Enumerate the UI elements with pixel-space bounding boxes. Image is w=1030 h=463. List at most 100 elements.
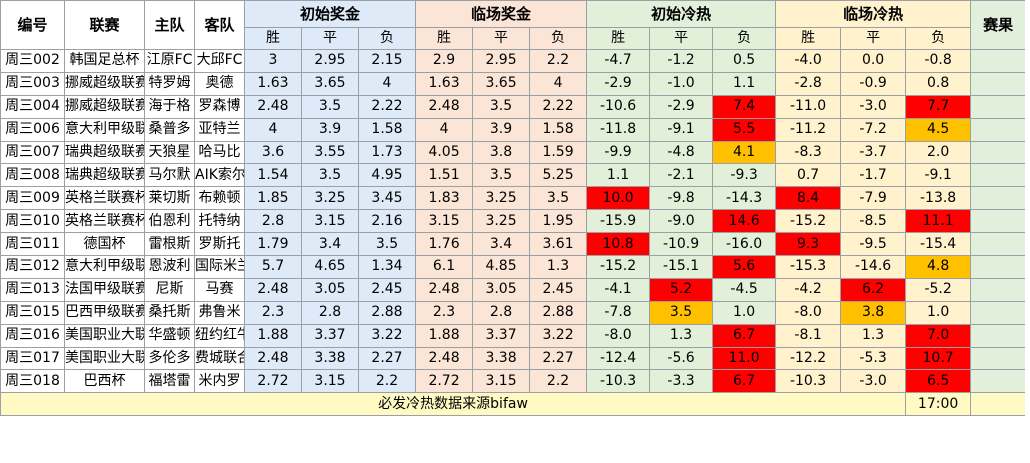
header-init-draw[interactable]: 平: [301, 27, 359, 50]
init-cold-win-cell[interactable]: -9.9: [586, 140, 651, 165]
live-cold-lose-cell[interactable]: 10.7: [905, 346, 972, 371]
live-cold-draw-cell[interactable]: 6.2: [840, 277, 907, 302]
footer-empty-cell[interactable]: [970, 392, 1027, 417]
init-cold-lose-cell[interactable]: 1.0: [712, 300, 777, 325]
live-cold-draw-cell[interactable]: -3.0: [840, 369, 907, 394]
header-live-lose[interactable]: 负: [529, 27, 588, 50]
match-id-cell[interactable]: 周三013: [0, 277, 65, 302]
match-id-cell[interactable]: 周三002: [0, 49, 65, 73]
init-prize-lose-cell[interactable]: 1.73: [357, 140, 417, 165]
live-prize-win-cell[interactable]: 1.88: [415, 323, 474, 348]
init-cold-win-cell[interactable]: -15.9: [586, 209, 651, 234]
match-id-cell[interactable]: 周三008: [0, 163, 65, 188]
header-live-win[interactable]: 胜: [415, 27, 474, 50]
init-cold-win-cell[interactable]: -10.3: [586, 369, 651, 394]
live-cold-win-cell[interactable]: -8.0: [775, 300, 842, 325]
header-home[interactable]: 主队: [144, 0, 195, 50]
init-cold-win-cell[interactable]: -15.2: [586, 255, 651, 279]
init-cold-draw-cell[interactable]: -15.1: [649, 255, 714, 279]
live-prize-lose-cell[interactable]: 3.22: [529, 323, 588, 348]
init-cold-win-cell[interactable]: 1.1: [586, 163, 651, 188]
init-prize-win-cell[interactable]: 1.63: [244, 71, 302, 96]
init-prize-draw-cell[interactable]: 2.95: [301, 49, 359, 73]
live-cold-draw-cell[interactable]: -5.3: [840, 346, 907, 371]
live-prize-draw-cell[interactable]: 3.8: [472, 140, 531, 165]
init-cold-lose-cell[interactable]: 5.6: [712, 255, 777, 279]
away-team-cell[interactable]: 纽约红牛: [194, 323, 245, 348]
live-cold-win-cell[interactable]: -15.3: [775, 255, 842, 279]
live-cold-draw-cell[interactable]: -3.0: [840, 94, 907, 119]
live-cold-draw-cell[interactable]: 3.8: [840, 300, 907, 325]
live-prize-win-cell[interactable]: 1.51: [415, 163, 474, 188]
init-prize-lose-cell[interactable]: 2.27: [357, 346, 417, 371]
live-cold-win-cell[interactable]: -12.2: [775, 346, 842, 371]
away-team-cell[interactable]: 国际米兰: [194, 255, 245, 279]
result-cell[interactable]: [970, 209, 1027, 234]
result-cell[interactable]: [970, 277, 1027, 302]
init-cold-lose-cell[interactable]: 5.5: [712, 117, 777, 142]
home-team-cell[interactable]: 恩波利: [144, 255, 195, 279]
home-team-cell[interactable]: 江原FC: [144, 49, 195, 73]
header-cold-init-win[interactable]: 胜: [586, 27, 651, 50]
live-cold-lose-cell[interactable]: 2.0: [905, 140, 972, 165]
init-cold-win-cell[interactable]: -7.8: [586, 300, 651, 325]
header-live-prize[interactable]: 临场奖金: [415, 0, 588, 28]
init-prize-win-cell[interactable]: 2.48: [244, 346, 302, 371]
init-prize-win-cell[interactable]: 5.7: [244, 255, 302, 279]
live-prize-draw-cell[interactable]: 3.4: [472, 232, 531, 257]
init-cold-win-cell[interactable]: -4.1: [586, 277, 651, 302]
init-prize-draw-cell[interactable]: 3.38: [301, 346, 359, 371]
init-prize-win-cell[interactable]: 4: [244, 117, 302, 142]
init-prize-lose-cell[interactable]: 3.5: [357, 232, 417, 257]
live-cold-draw-cell[interactable]: -7.2: [840, 117, 907, 142]
away-team-cell[interactable]: 罗森博: [194, 94, 245, 119]
live-cold-lose-cell[interactable]: -5.2: [905, 277, 972, 302]
result-cell[interactable]: [970, 232, 1027, 257]
init-cold-win-cell[interactable]: -11.8: [586, 117, 651, 142]
live-prize-draw-cell[interactable]: 3.38: [472, 346, 531, 371]
init-cold-win-cell[interactable]: 10.8: [586, 232, 651, 257]
init-cold-draw-cell[interactable]: -10.9: [649, 232, 714, 257]
match-id-cell[interactable]: 周三004: [0, 94, 65, 119]
init-cold-draw-cell[interactable]: -2.1: [649, 163, 714, 188]
match-id-cell[interactable]: 周三006: [0, 117, 65, 142]
live-prize-draw-cell[interactable]: 3.65: [472, 71, 531, 96]
header-live-cold[interactable]: 临场冷热: [775, 0, 972, 28]
init-prize-lose-cell[interactable]: 2.88: [357, 300, 417, 325]
live-cold-win-cell[interactable]: -8.1: [775, 323, 842, 348]
live-prize-lose-cell[interactable]: 2.88: [529, 300, 588, 325]
live-prize-draw-cell[interactable]: 3.05: [472, 277, 531, 302]
init-prize-draw-cell[interactable]: 3.15: [301, 369, 359, 394]
live-prize-lose-cell[interactable]: 3.61: [529, 232, 588, 257]
home-team-cell[interactable]: 华盛顿: [144, 323, 195, 348]
live-cold-lose-cell[interactable]: -0.8: [905, 49, 972, 73]
result-cell[interactable]: [970, 255, 1027, 279]
init-cold-draw-cell[interactable]: 1.3: [649, 323, 714, 348]
live-prize-draw-cell[interactable]: 2.8: [472, 300, 531, 325]
live-prize-lose-cell[interactable]: 1.59: [529, 140, 588, 165]
init-prize-lose-cell[interactable]: 2.2: [357, 369, 417, 394]
result-cell[interactable]: [970, 346, 1027, 371]
away-team-cell[interactable]: 米内罗: [194, 369, 245, 394]
live-cold-draw-cell[interactable]: -9.5: [840, 232, 907, 257]
live-prize-lose-cell[interactable]: 4: [529, 71, 588, 96]
live-cold-draw-cell[interactable]: -3.7: [840, 140, 907, 165]
init-cold-win-cell[interactable]: 10.0: [586, 186, 651, 211]
init-cold-win-cell[interactable]: -4.7: [586, 49, 651, 73]
home-team-cell[interactable]: 莱切斯: [144, 186, 195, 211]
header-init-win[interactable]: 胜: [244, 27, 302, 50]
init-cold-draw-cell[interactable]: 3.5: [649, 300, 714, 325]
init-cold-lose-cell[interactable]: 11.0: [712, 346, 777, 371]
init-prize-draw-cell[interactable]: 2.8: [301, 300, 359, 325]
home-team-cell[interactable]: 雷根斯: [144, 232, 195, 257]
league-cell[interactable]: 瑞典超级联赛: [64, 140, 145, 165]
league-cell[interactable]: 巴西杯: [64, 369, 145, 394]
init-cold-lose-cell[interactable]: -14.3: [712, 186, 777, 211]
init-prize-lose-cell[interactable]: 3.45: [357, 186, 417, 211]
init-prize-lose-cell[interactable]: 1.58: [357, 117, 417, 142]
init-prize-draw-cell[interactable]: 3.5: [301, 94, 359, 119]
live-prize-lose-cell[interactable]: 5.25: [529, 163, 588, 188]
live-prize-win-cell[interactable]: 2.72: [415, 369, 474, 394]
away-team-cell[interactable]: 亚特兰: [194, 117, 245, 142]
header-cold-init-draw[interactable]: 平: [649, 27, 714, 50]
